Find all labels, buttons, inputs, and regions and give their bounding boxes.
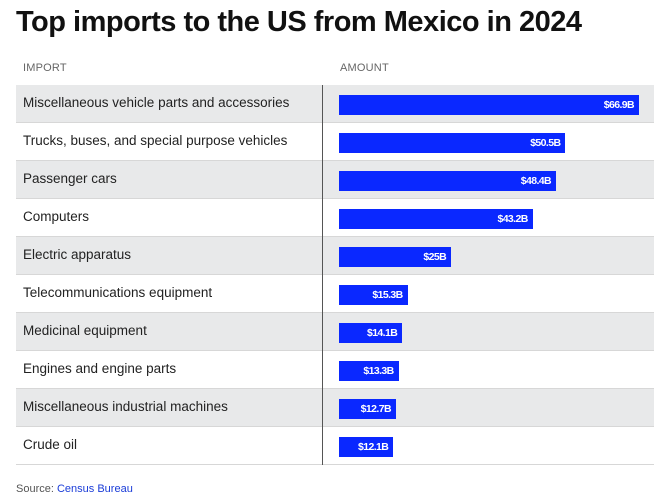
- bar-value-label: $50.5B: [530, 137, 561, 149]
- category-label: Medicinal equipment: [23, 323, 147, 338]
- source-link[interactable]: Census Bureau: [56, 483, 133, 495]
- table-row: Telecommunications equipment $15.3B: [16, 275, 654, 313]
- column-header-import: IMPORT: [23, 62, 67, 74]
- bar: $14.1B: [339, 323, 403, 343]
- axis-line: [322, 85, 323, 465]
- category-label: Passenger cars: [23, 171, 117, 186]
- bar: $48.4B: [339, 171, 557, 191]
- category-label: Trucks, buses, and special purpose vehic…: [23, 133, 288, 148]
- bar-value-label: $12.7B: [360, 403, 392, 415]
- category-label: Telecommunications equipment: [23, 285, 213, 300]
- category-label: Computers: [23, 209, 90, 224]
- bar: $12.1B: [339, 437, 394, 457]
- category-label: Engines and engine parts: [23, 361, 177, 376]
- bar-value-label: $14.1B: [366, 327, 398, 339]
- category-label: Miscellaneous vehicle parts and accessor…: [23, 95, 290, 110]
- bar: $66.9B: [339, 95, 639, 115]
- table-row: Electric apparatus $25B: [16, 237, 654, 275]
- bar: $12.7B: [339, 399, 396, 419]
- table-row: Miscellaneous industrial machines $12.7B: [16, 389, 654, 427]
- bar-value-label: $12.1B: [357, 441, 389, 453]
- bar: $43.2B: [339, 209, 533, 229]
- bar-value-label: $13.3B: [363, 365, 394, 377]
- bar: $15.3B: [339, 285, 408, 305]
- source-prefix: Source:: [16, 483, 54, 495]
- category-label: Crude oil: [23, 437, 78, 452]
- table-row: Miscellaneous vehicle parts and accessor…: [16, 85, 654, 123]
- table-row: Engines and engine parts $13.3B: [16, 351, 654, 389]
- table-row: Medicinal equipment $14.1B: [16, 313, 654, 351]
- bar: $50.5B: [339, 133, 566, 153]
- source-note: Source: Census Bureau: [16, 483, 133, 495]
- category-label: Electric apparatus: [23, 247, 132, 262]
- bar: $13.3B: [339, 361, 399, 381]
- category-label: Miscellaneous industrial machines: [23, 399, 228, 414]
- chart-title: Top imports to the US from Mexico in 202…: [16, 6, 582, 38]
- table-row: Trucks, buses, and special purpose vehic…: [16, 123, 654, 161]
- table-row: Passenger cars $48.4B: [16, 161, 654, 199]
- bar: $25B: [339, 247, 452, 267]
- bar-value-label: $25B: [423, 251, 447, 263]
- bar-value-label: $15.3B: [372, 289, 403, 301]
- bar-value-label: $66.9B: [603, 99, 635, 111]
- bar-value-label: $48.4B: [520, 175, 552, 187]
- table-row: Computers $43.2B: [16, 199, 654, 237]
- bar-chart: Miscellaneous vehicle parts and accessor…: [16, 85, 654, 465]
- table-row: Crude oil $12.1B: [16, 427, 654, 465]
- column-header-amount: AMOUNT: [340, 62, 389, 74]
- bar-value-label: $43.2B: [497, 213, 528, 225]
